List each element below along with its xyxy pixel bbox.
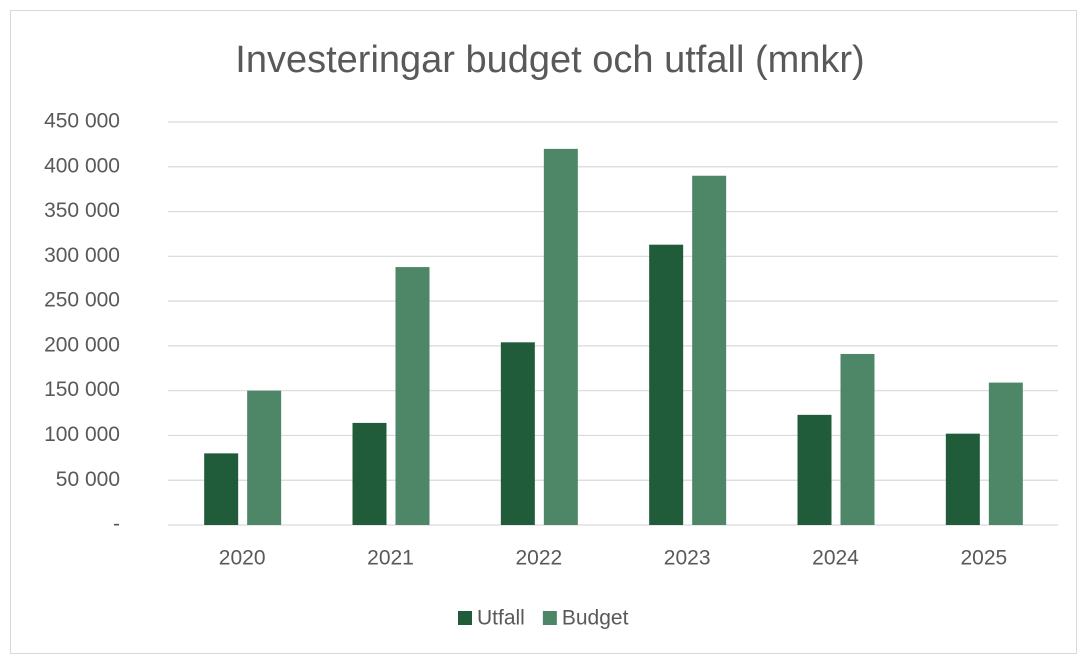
y-tick-label: 300 000	[44, 244, 120, 267]
legend-label: Budget	[562, 607, 629, 630]
legend-swatch	[542, 611, 557, 625]
legend-swatch	[458, 611, 472, 625]
y-tick-label: 450 000	[44, 110, 120, 133]
y-tick-label: 150 000	[44, 378, 120, 401]
bar	[352, 422, 387, 525]
chart-title: Investeringar budget och utfall (mnkr)	[235, 39, 864, 81]
x-tick-label: 2021	[367, 547, 414, 570]
y-tick-label: -	[113, 513, 120, 536]
x-tick-label: 2023	[664, 547, 711, 570]
bar	[500, 342, 535, 525]
bar	[945, 433, 980, 525]
x-tick-label: 2022	[515, 547, 562, 570]
x-tick-label: 2025	[960, 547, 1007, 570]
x-tick-label: 2024	[812, 547, 859, 570]
y-tick-label: 200 000	[44, 333, 120, 356]
legend-label: Utfall	[477, 607, 525, 630]
y-tick-label: 50 000	[56, 468, 120, 491]
bar	[543, 148, 578, 525]
bar	[649, 244, 684, 526]
bar	[692, 175, 727, 525]
bar	[395, 267, 430, 525]
y-tick-label: 100 000	[44, 423, 120, 446]
bar	[204, 453, 239, 525]
y-tick-label: 350 000	[44, 199, 120, 222]
bar	[797, 414, 832, 525]
y-tick-label: 400 000	[44, 154, 120, 177]
y-tick-label: 250 000	[44, 289, 120, 312]
chart-frame	[10, 10, 1077, 654]
bar	[988, 382, 1023, 525]
bar	[840, 353, 875, 525]
x-tick-label: 2020	[219, 547, 266, 570]
bar	[247, 390, 282, 525]
